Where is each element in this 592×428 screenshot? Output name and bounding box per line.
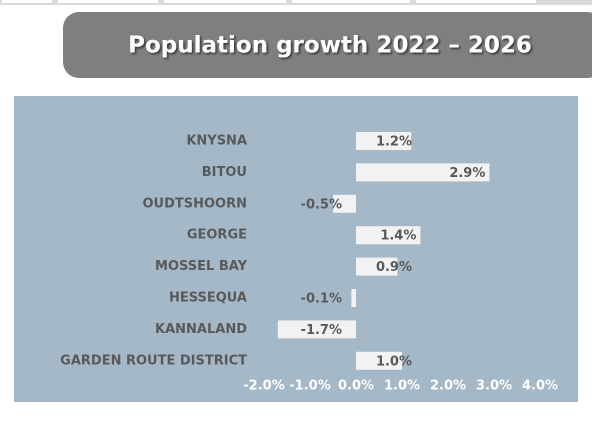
x-tick-label: -1.0% (289, 379, 330, 394)
bar (351, 289, 356, 307)
y-tick-label: OUDTSHOORN (142, 196, 247, 211)
x-tick-label: 0.0% (338, 379, 374, 394)
y-tick-label: GEORGE (187, 228, 247, 243)
y-tick-label: HESSEQUA (169, 291, 247, 306)
title-box (63, 12, 592, 78)
x-tick-label: -2.0% (243, 379, 284, 394)
x-tick-label: 2.0% (430, 379, 466, 394)
data-label: 1.4% (380, 229, 416, 244)
data-label: 0.9% (376, 260, 412, 275)
bar (333, 194, 356, 213)
bar (356, 257, 398, 276)
bar (356, 132, 412, 150)
data-label: -0.1% (301, 292, 342, 307)
chart-title: Population growth 2022 – 2026 (128, 33, 532, 59)
top-tabs (0, 0, 592, 5)
x-tick-label: 3.0% (476, 379, 512, 394)
x-tick-label: 4.0% (522, 379, 558, 394)
bar (356, 351, 402, 370)
data-label: -1.7% (301, 323, 342, 338)
data-label: 1.0% (376, 354, 412, 369)
data-label: 2.9% (449, 166, 485, 181)
plot-panel (14, 96, 578, 402)
bar (277, 320, 356, 339)
y-tick-label: BITOU (202, 165, 247, 180)
data-label: 1.2% (376, 135, 412, 150)
bar (356, 226, 421, 245)
y-tick-label: KANNALAND (155, 322, 247, 337)
y-tick-label: KNYSNA (186, 134, 247, 149)
bar (356, 163, 490, 182)
y-tick-label: MOSSEL BAY (155, 259, 248, 274)
x-tick-label: 1.0% (384, 379, 420, 394)
data-label: -0.5% (301, 197, 342, 212)
y-tick-label: GARDEN ROUTE DISTRICT (60, 353, 247, 368)
